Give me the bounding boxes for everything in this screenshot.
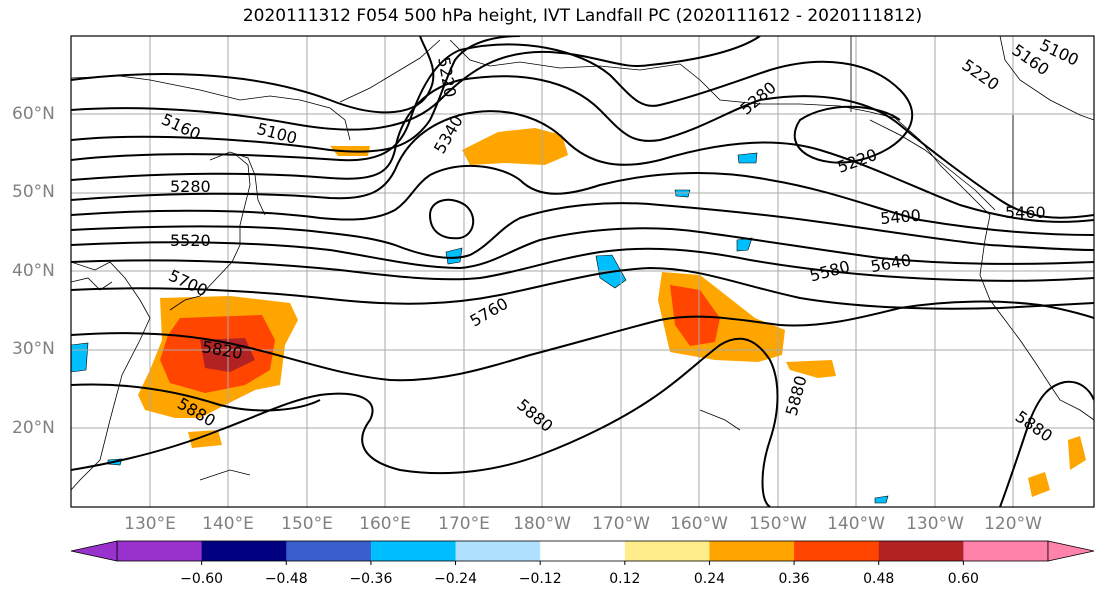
- colorbar-cell: [624, 541, 710, 561]
- colorbar-tick-label: −0.48: [264, 571, 308, 587]
- lon-label: 150°E: [281, 514, 333, 534]
- lon-label: 140°W: [827, 514, 885, 534]
- colorbar-cell: [794, 541, 880, 561]
- lon-label: 130°W: [906, 514, 964, 534]
- colorbar-tick-label: 0.24: [693, 571, 726, 587]
- colorbar-right-arrow: [1047, 540, 1095, 562]
- lon-label: 170°E: [438, 514, 490, 534]
- colorbar-cell: [286, 541, 372, 561]
- colorbar-cell: [540, 541, 626, 561]
- colorbar-tick-label: 0.48: [863, 571, 895, 587]
- lat-label: 60°N: [12, 104, 55, 124]
- lon-label: 160°W: [670, 514, 728, 534]
- colorbar-cell: [709, 541, 795, 561]
- lat-label: 20°N: [12, 418, 55, 438]
- colorbar-cell: [878, 541, 964, 561]
- lat-label: 30°N: [12, 339, 55, 359]
- lat-label: 40°N: [12, 261, 55, 281]
- lon-label: 130°E: [124, 514, 176, 534]
- contour-label: 5280: [170, 177, 211, 196]
- colorbar-tick-label: 0.12: [609, 571, 641, 587]
- colorbar-cell: [117, 541, 203, 561]
- colorbar-tick-label: −0.12: [518, 571, 562, 587]
- colorbar-tick-label: −0.60: [180, 571, 224, 587]
- colorbar-cell: [370, 541, 457, 561]
- map-title: 2020111312 F054 500 hPa height, IVT Land…: [242, 6, 923, 26]
- lon-label: 170°W: [592, 514, 650, 534]
- colorbar-left-arrow: [70, 540, 118, 562]
- colorbar-cell: [455, 541, 541, 561]
- colorbar-tick-label: 0.36: [778, 571, 810, 587]
- contour-label: 5520: [170, 231, 211, 250]
- lon-label: 140°E: [202, 514, 254, 534]
- contour-label: 5460: [1005, 203, 1046, 222]
- lat-label: 50°N: [12, 182, 55, 202]
- lon-label: 160°E: [359, 514, 411, 534]
- colorbar-tick-label: 0.60: [947, 571, 979, 587]
- map-frame: [70, 35, 1095, 508]
- lon-label: 120°W: [984, 514, 1042, 534]
- lon-label: 150°W: [749, 514, 807, 534]
- height-contours: [71, 36, 1094, 507]
- contour-label: 5400: [879, 206, 921, 228]
- lon-label: 180°W: [513, 514, 571, 534]
- colorbar-tick-label: −0.36: [349, 571, 393, 587]
- colorbar-cell: [201, 541, 287, 561]
- colorbar-cell: [963, 541, 1049, 561]
- colorbar-tick-label: −0.24: [434, 571, 477, 587]
